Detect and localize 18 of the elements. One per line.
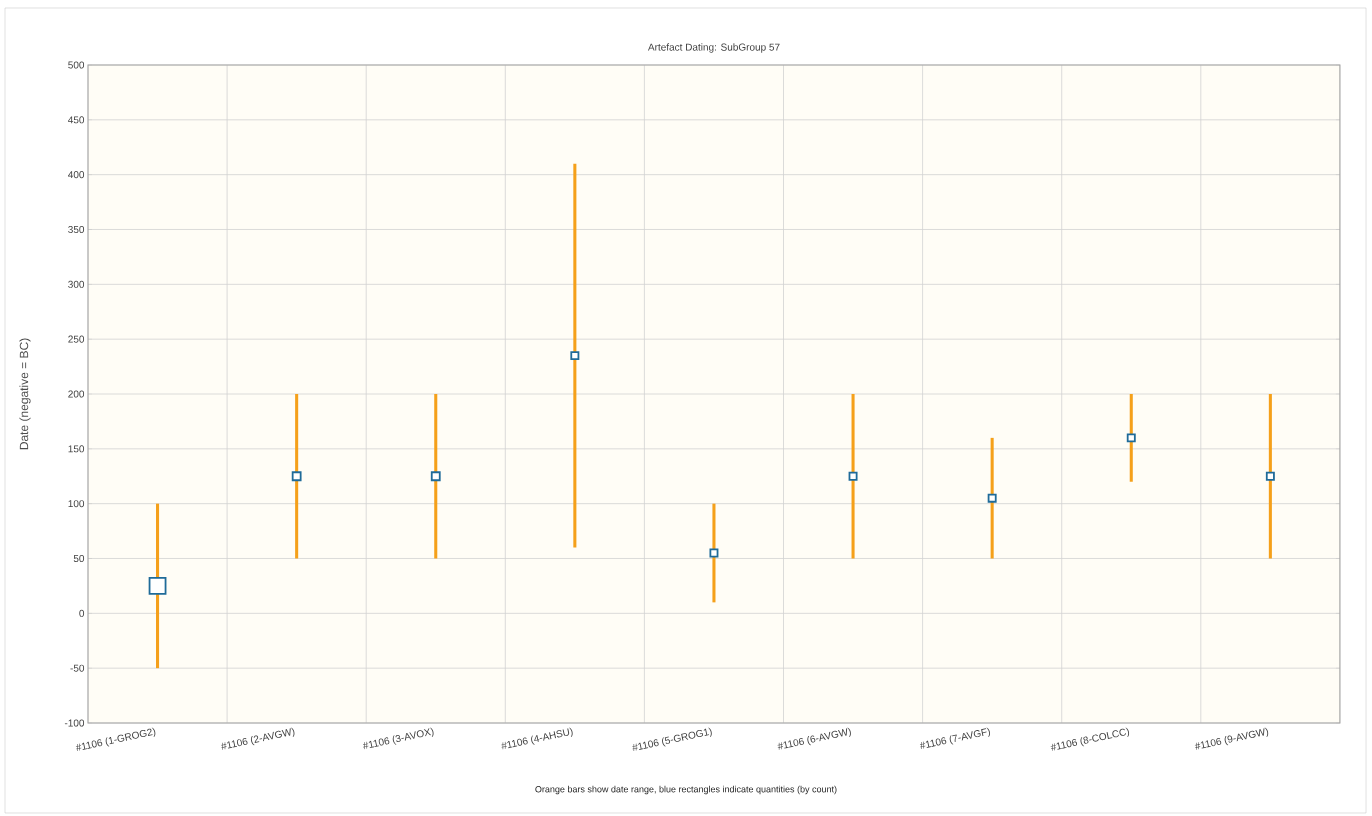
y-tick-label: 0 — [79, 609, 85, 617]
y-tick-label: 350 — [68, 225, 85, 234]
y-tick-label: -100 — [64, 719, 85, 727]
chart-title: Artefact Dating: SubGroup 57 — [647, 43, 780, 53]
y-tick-label: 450 — [68, 116, 85, 124]
y-tick-label: -50 — [70, 664, 85, 672]
y-tick-label: 150 — [68, 445, 85, 453]
y-tick-label: 50 — [73, 554, 85, 563]
text: Orange bars show date range, blue rectangles indicate quantities (by count) — [535, 785, 837, 795]
y-tick-label: 400 — [68, 171, 85, 179]
y-tick-label: 100 — [68, 500, 85, 508]
y-tick-label: 250 — [68, 335, 85, 343]
x-tick-label: #1106 (9-AVGW) — [1194, 727, 1269, 750]
y-axis-title: Date (negative = BC) — [19, 338, 31, 450]
y-tick-label: 200 — [68, 390, 85, 398]
y-tick-label: 300 — [68, 280, 85, 288]
y-tick-label: 500 — [68, 61, 85, 69]
x-tick-label: #1106 (7-AVGF) — [919, 727, 990, 750]
